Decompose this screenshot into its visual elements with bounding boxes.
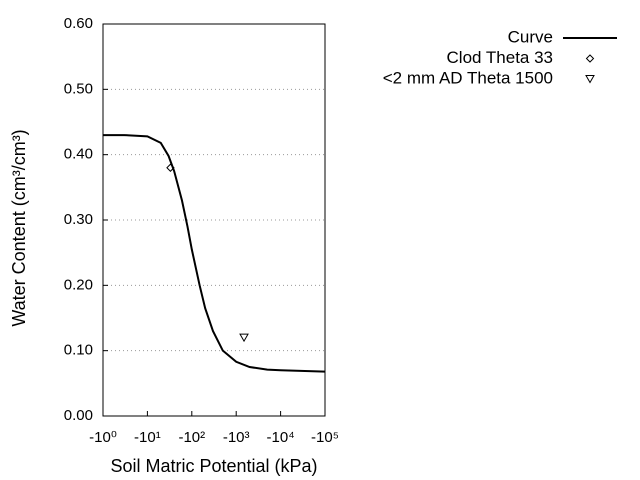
y-tick-label: 0.20 [64, 276, 93, 293]
y-tick-label: 0.10 [64, 342, 93, 359]
y-tick-label: 0.50 [64, 80, 93, 97]
x-tick-label: -10² [178, 429, 205, 446]
x-tick-label: -10⁰ [89, 429, 117, 446]
data-point [166, 163, 175, 172]
plot-frame [102, 23, 326, 417]
legend-marker [585, 75, 595, 84]
y-tick-label: 0.30 [64, 211, 93, 228]
data-point [239, 333, 249, 343]
legend-label: Clod Theta 33 [447, 48, 553, 67]
y-axis-label: Water Content (cm³/cm³) [9, 129, 29, 326]
curve [103, 134, 326, 373]
x-tick-label: -10³ [223, 429, 250, 446]
x-tick-label: -10⁴ [267, 429, 295, 446]
y-tick-label: 0.00 [64, 407, 93, 424]
y-tick-label: 0.40 [64, 146, 93, 163]
x-tick-label: -10¹ [134, 429, 161, 446]
x-tick-label: -10⁵ [311, 429, 339, 446]
legend-label: Curve [508, 27, 553, 46]
y-tick-label: 0.60 [64, 15, 93, 32]
legend-marker [585, 54, 595, 63]
x-axis-label: Soil Matric Potential (kPa) [110, 456, 317, 476]
legend-label: <2 mm AD Theta 1500 [383, 68, 553, 87]
